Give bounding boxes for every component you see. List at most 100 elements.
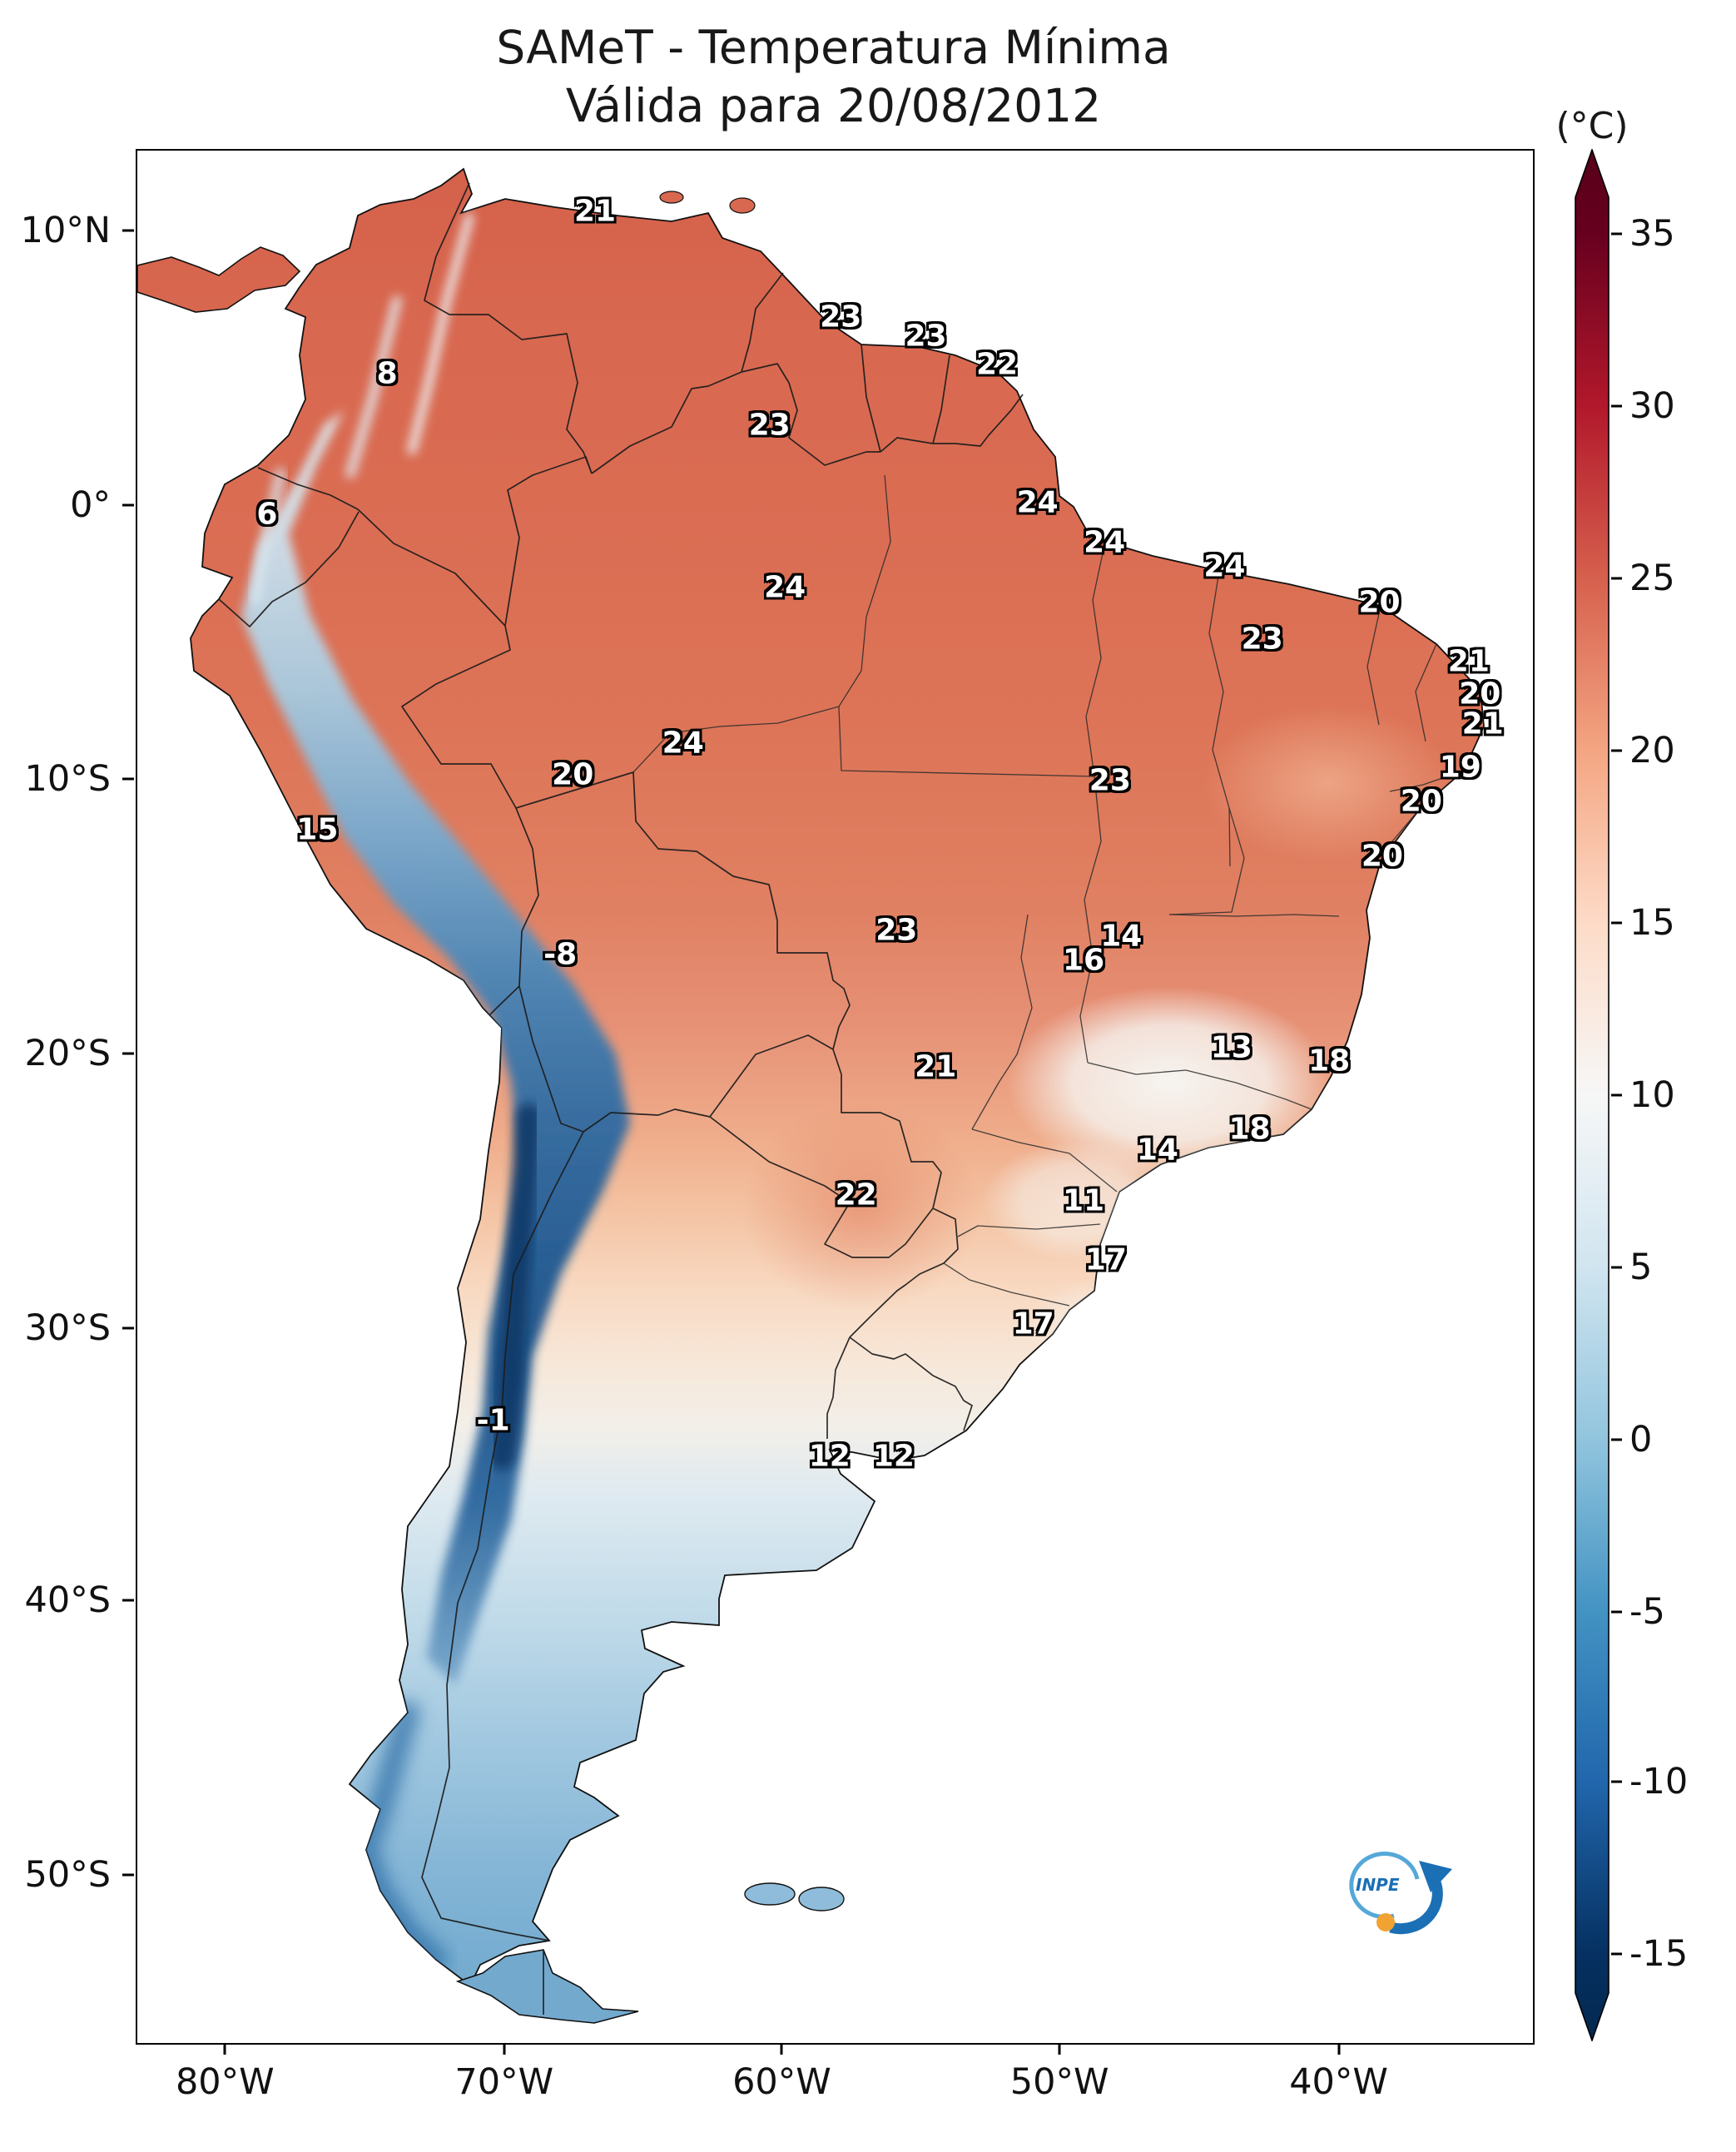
station-temp-label: 24	[1203, 549, 1246, 584]
colorbar-tick-mark	[1611, 1093, 1622, 1097]
station-labels-layer: 21 23 23 22 8 23 24 24 6 24 24 20 23 21 20 21 24 20 19 23 20…	[137, 151, 1533, 2043]
station-temp-label: 23	[820, 300, 862, 335]
y-tick-label: 50°S	[24, 1853, 111, 1896]
colorbar-tick-mark	[1611, 1780, 1622, 1783]
station-temp-label: 17	[1084, 1242, 1127, 1277]
y-tick-mark	[122, 1873, 134, 1877]
station-temp-label: -1	[476, 1403, 510, 1438]
colorbar-tick-label: 15	[1629, 902, 1675, 945]
y-tick-label: 20°S	[24, 1032, 111, 1074]
colorbar-ticks: 35 30 25 20 15 10 5 0 -5 -10 -15	[1610, 149, 1736, 2041]
margarita-island	[659, 191, 684, 204]
station-temp-label: 24	[1016, 485, 1059, 520]
colorbar-tick-label: 25	[1629, 558, 1675, 600]
station-temp-label: 21	[915, 1049, 957, 1084]
station-temp-label: 12	[872, 1439, 915, 1474]
colorbar-tick-label: -5	[1629, 1590, 1665, 1633]
station-temp-label: 11	[1062, 1183, 1105, 1218]
station-temp-label: 14	[1136, 1133, 1178, 1168]
station-temp-label: 22	[975, 347, 1019, 382]
station-temp-label: 21	[1447, 644, 1490, 679]
inpe-logo-text: INPE	[1356, 1875, 1400, 1895]
y-tick-mark	[122, 503, 134, 506]
chaco-warm-patch	[741, 1103, 982, 1312]
station-temp-label: 14	[1100, 919, 1143, 954]
station-temp-label: 20	[1358, 585, 1401, 620]
station-temp-label: 16	[1062, 943, 1105, 978]
se-brazil-cool-blob	[1007, 987, 1332, 1178]
panama-land	[137, 246, 301, 313]
landmass-layer	[137, 167, 1485, 2024]
y-tick-mark	[122, 1326, 134, 1330]
inpe-logo-arrowhead	[1419, 1861, 1452, 1892]
x-tick-mark	[1058, 2043, 1061, 2055]
y-tick-label: 30°S	[24, 1307, 111, 1349]
station-temp-label: 23	[1089, 763, 1131, 798]
caatinga-warm-patch	[1203, 704, 1452, 862]
colorbar-unit-label: (°C)	[1555, 105, 1629, 147]
colorbar-tick-mark	[1611, 404, 1622, 408]
south-america-map-svg: INPE	[137, 167, 1485, 2024]
colorbar-tick-label: 20	[1629, 730, 1675, 772]
station-temp-label: 23	[748, 408, 791, 443]
x-tick-mark	[780, 2043, 783, 2055]
colorbar-body	[1575, 149, 1610, 2041]
station-temp-label: 6	[256, 497, 278, 532]
y-tick-label: 10°N	[20, 209, 111, 251]
south-america-land	[190, 167, 1485, 1987]
x-tick-label: 50°W	[1009, 2061, 1109, 2103]
inpe-logo-arrow	[1389, 1872, 1443, 1935]
station-temp-label: 23	[875, 913, 918, 948]
colorbar-tick-label: 30	[1629, 385, 1675, 428]
colorbar-tick-mark	[1611, 232, 1622, 236]
trinidad-island	[729, 197, 756, 214]
colorbar-tick-mark	[1611, 749, 1622, 752]
falkland-east-island	[798, 1887, 845, 1912]
station-temp-label: 23	[905, 319, 947, 354]
inpe-logo-swirl	[1349, 1852, 1420, 1920]
station-temp-label: 22	[835, 1178, 877, 1212]
colorbar-tick-mark	[1611, 921, 1622, 925]
y-tick-mark	[122, 1599, 134, 1602]
colorbar-tick-mark	[1611, 1438, 1622, 1441]
station-temp-label: 24	[764, 570, 806, 605]
colorbar-tick-mark	[1611, 1610, 1622, 1614]
colorbar-tick-mark	[1611, 577, 1622, 580]
state-borders	[632, 474, 1465, 1307]
y-tick-label: 40°S	[24, 1579, 111, 1622]
station-temp-label: 21	[1461, 707, 1504, 741]
colorbar-tick-label: 10	[1629, 1074, 1675, 1116]
andes-cold-band	[241, 410, 630, 1685]
station-temp-label: 20	[1459, 677, 1501, 712]
x-tick-label: 60°W	[732, 2061, 831, 2103]
figure-title-block: SAMeT - Temperatura Mínima Válida para 2…	[136, 18, 1531, 136]
x-tick-label: 40°W	[1289, 2061, 1388, 2103]
colorbar-tick-label: 0	[1629, 1418, 1653, 1460]
colombia-cordillera-streak-1	[407, 212, 474, 455]
x-tick-mark	[223, 2043, 226, 2055]
colorbar-tick-label: 5	[1629, 1246, 1653, 1288]
station-temp-label: 20	[1361, 839, 1403, 874]
station-temp-label: 24	[662, 726, 704, 761]
x-tick-mark	[1337, 2043, 1341, 2055]
station-temp-label: 20	[1400, 784, 1442, 819]
station-temp-label: 21	[573, 194, 617, 229]
map-plot-area: INPE 21 23 23 22 8 23 24 24 6 24 24 20 23 21 20 21 24 20 1…	[136, 149, 1535, 2045]
colorbar-tick-mark	[1611, 1952, 1622, 1956]
inpe-logo: INPE	[1349, 1852, 1452, 1935]
station-temp-label: 15	[296, 812, 339, 847]
colorbar-tick-label: -15	[1629, 1933, 1689, 1976]
station-temp-label: -8	[543, 937, 578, 972]
y-tick-mark	[122, 1052, 134, 1055]
tierra-del-fuego-land	[455, 1949, 639, 2024]
andes-dark-core	[489, 1103, 541, 1470]
y-tick-mark	[122, 229, 134, 232]
station-temp-label: 19	[1439, 750, 1481, 785]
station-temp-label: 18	[1228, 1112, 1271, 1147]
title-line1: SAMeT - Temperatura Mínima	[496, 21, 1171, 74]
station-temp-label: 13	[1210, 1030, 1252, 1065]
falkland-west-island	[744, 1882, 796, 1906]
title-line2: Válida para 20/08/2012	[565, 79, 1102, 133]
x-tick-mark	[503, 2043, 506, 2055]
